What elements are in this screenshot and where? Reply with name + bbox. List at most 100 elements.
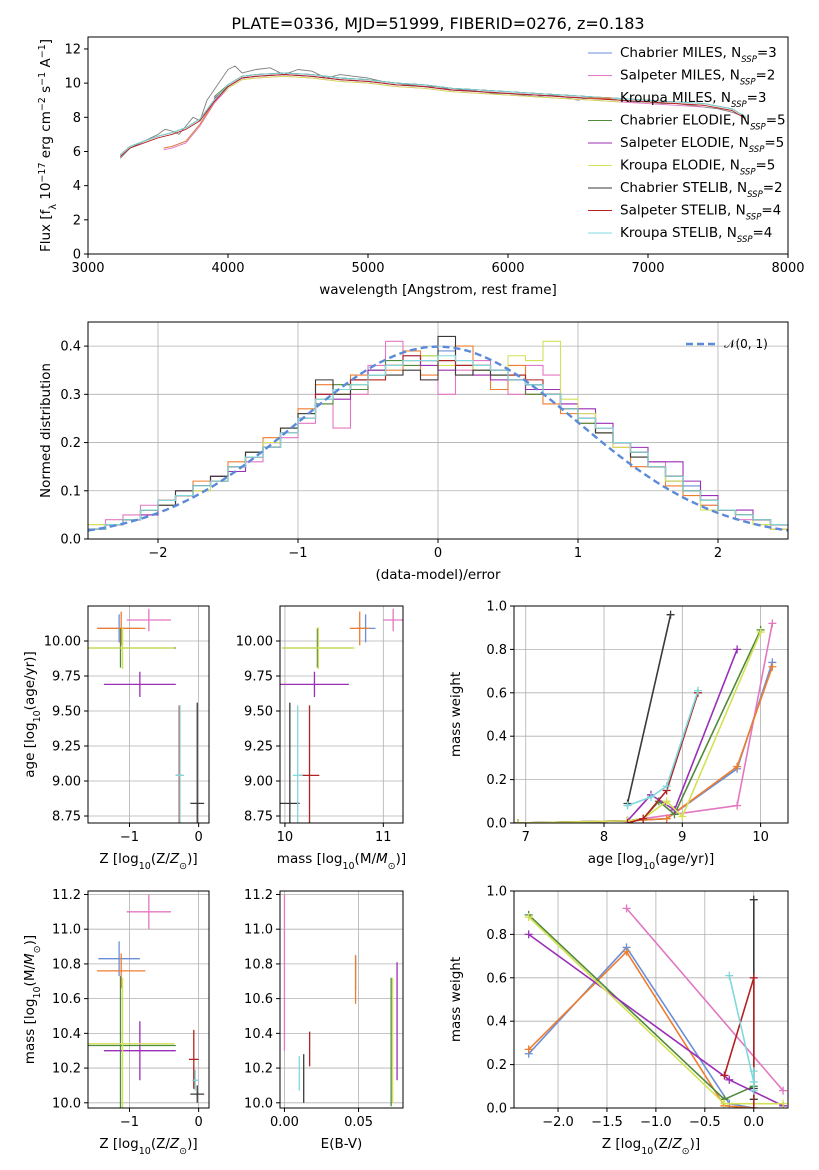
plot-area-residuals — [88, 335, 788, 532]
weight-marker — [622, 904, 631, 913]
y-tick-label: 11.2 — [244, 888, 273, 903]
x-tick-label: 11 — [375, 830, 392, 845]
y-axis-label: Normed distribution — [38, 363, 54, 498]
error-bar-7 — [188, 1029, 199, 1089]
y-axis-label: mass weight — [448, 957, 464, 1042]
legend-label: 𝒩(0, 1) — [724, 337, 768, 351]
weight-line-3 — [517, 629, 762, 823]
y-tick-label: 0.6 — [486, 971, 507, 986]
y-tick-label: 0.4 — [486, 1015, 507, 1030]
weight-line-2 — [528, 950, 754, 1108]
x-tick-label: −0.5 — [689, 1115, 721, 1130]
panel-age_vs_Z: −1 0 8.75 9.00 9.25 9.50 9.75 10.00 Z [log10(Z/Z… — [22, 605, 210, 872]
x-tick-label: 10 — [277, 830, 294, 845]
axes-frame — [279, 890, 404, 1109]
x-tick-label: 0.0 — [743, 1115, 764, 1130]
error-bar-1 — [126, 894, 171, 930]
plot-area-mass_vs_ebv — [283, 894, 398, 1107]
y-tick-label: 10.0 — [52, 1096, 81, 1111]
error-bar-6 — [190, 702, 205, 823]
axes-frame — [87, 36, 789, 255]
y-tick-label: 9.25 — [244, 740, 273, 755]
panel-weight_vs_age: 7 8 9 10 0.0 0.2 0.4 0.6 0.8 1.0 age [log10(age/yr… — [448, 600, 789, 872]
y-axis-label: age [log10(age/yr)] — [22, 651, 43, 777]
y-tick-label: 11.0 — [52, 923, 81, 938]
x-tick-label: −1 — [288, 546, 307, 561]
panel-mass_vs_Z: −1 0 10.0 10.2 10.4 10.6 10.8 11.0 11.2 Z [log10(… — [22, 888, 210, 1157]
x-tick-label: 0 — [194, 1115, 202, 1130]
y-tick-label: 10.6 — [244, 992, 273, 1007]
y-tick-label: 0 — [73, 248, 81, 263]
y-tick-label: 9.00 — [52, 775, 81, 790]
plot-area-mass_vs_Z — [88, 894, 205, 1108]
weight-marker — [647, 792, 655, 801]
weight-marker — [725, 971, 734, 980]
x-tick-label: 7000 — [631, 261, 664, 276]
x-tick-label: 7 — [522, 830, 530, 845]
error-bar-2 — [349, 611, 370, 646]
x-tick-label: 10 — [752, 830, 769, 845]
weight-marker — [720, 1099, 729, 1108]
x-tick-label: 0 — [194, 830, 202, 845]
y-tick-label: 10.4 — [52, 1027, 81, 1042]
weight-marker — [622, 947, 631, 956]
weight-marker — [768, 662, 777, 671]
weight-marker — [749, 1067, 758, 1076]
x-axis-label: E(B-V) — [321, 1136, 363, 1152]
weight-line-5 — [517, 631, 762, 823]
y-tick-label: 10.8 — [52, 957, 81, 972]
x-tick-label: 0.00 — [270, 1115, 299, 1130]
x-tick-label: 1 — [574, 546, 582, 561]
y-tick-label: 11.0 — [244, 923, 273, 938]
weight-marker — [725, 1075, 734, 1084]
panel-age_vs_mass: 10 11 8.75 9.00 9.25 9.50 9.75 10.00 mass [log10… — [236, 605, 406, 872]
panel-weight_vs_Z: −2.0 −1.5 −1.0 −0.5 0.0 0.0 0.2 0.4 0.6 0.8 1.0 Z [… — [448, 885, 789, 1157]
weight-marker — [693, 686, 702, 695]
plot-area-weight_vs_age — [514, 610, 777, 823]
x-axis-label: wavelength [Angstrom, rest frame] — [319, 282, 557, 298]
error-bar-1 — [126, 608, 171, 632]
y-axis-label: Flux [fλ 10−17 erg cm−2 s−1 A−1] — [37, 39, 59, 252]
error-bar-3 — [88, 976, 176, 1108]
model-spectrum-line-7 — [119, 74, 747, 157]
y-tick-label: 11.2 — [52, 888, 81, 903]
weight-marker — [756, 628, 765, 637]
x-tick-label: 0 — [434, 546, 442, 561]
x-tick-label: −1.5 — [591, 1115, 623, 1130]
weight-line-3 — [528, 914, 755, 1101]
y-tick-label: 1.0 — [486, 600, 507, 615]
legend-label: Salpeter MILES, NSSP=2 — [620, 68, 775, 88]
y-tick-label: 10.6 — [52, 992, 81, 1007]
weight-marker — [678, 812, 687, 821]
x-tick-label: 3000 — [71, 261, 104, 276]
error-bar-5 — [281, 627, 355, 669]
y-tick-label: 0.2 — [486, 773, 507, 788]
y-tick-label: 10.2 — [244, 1062, 273, 1077]
y-tick-label: 0.0 — [486, 817, 507, 832]
weight-marker — [662, 797, 671, 806]
legend-label: Kroupa ELODIE, NSSP=5 — [620, 158, 775, 178]
legend-label: Kroupa MILES, NSSP=3 — [620, 90, 767, 110]
weight-marker — [524, 1045, 533, 1054]
weight-marker — [623, 801, 632, 810]
panel-residuals: −2 −1 0 1 2 0.0 0.1 0.2 0.3 0.4 (data-model)/error… — [38, 321, 789, 583]
y-tick-label: 9.75 — [244, 670, 273, 685]
x-tick-label: 4000 — [211, 261, 244, 276]
weight-marker — [749, 973, 758, 982]
y-tick-label: 0.0 — [60, 533, 81, 548]
y-tick-label: 10.8 — [244, 957, 273, 972]
y-tick-label: 12 — [64, 42, 81, 57]
x-tick-label: 8 — [600, 830, 608, 845]
y-tick-label: 2 — [73, 213, 81, 228]
y-tick-label: 9.75 — [52, 670, 81, 685]
weight-marker — [733, 762, 742, 771]
x-tick-label: 2 — [714, 546, 722, 561]
x-tick-label: 8000 — [771, 261, 804, 276]
legend-label: Salpeter STELIB, NSSP=4 — [620, 203, 781, 223]
y-tick-label: 0.2 — [486, 1058, 507, 1073]
x-axis-label: Z [log10(Z/Z⊙)] — [99, 1136, 197, 1157]
model-spectrum-line-8 — [119, 72, 747, 156]
y-tick-label: 6 — [73, 145, 81, 160]
weight-marker — [662, 814, 671, 823]
error-bar-4 — [280, 671, 349, 697]
